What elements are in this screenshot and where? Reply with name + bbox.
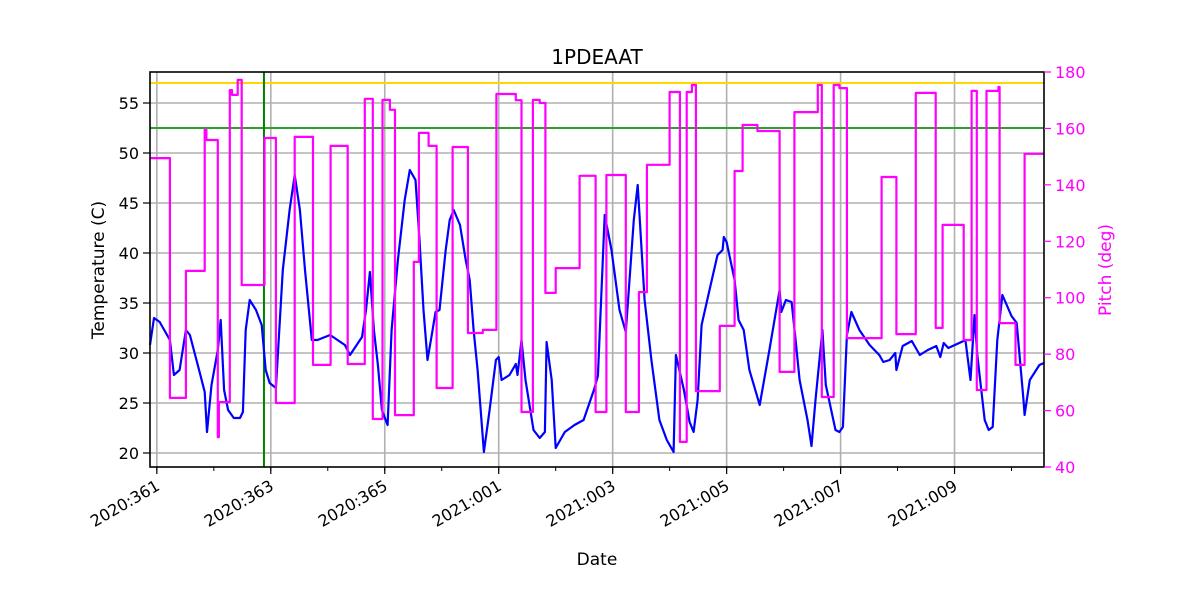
y-tick-label: 20	[119, 444, 139, 463]
x-tick-label: 2021:007	[771, 476, 847, 531]
y-right-tick-label: 60	[1055, 402, 1075, 421]
reference-lines	[150, 72, 1044, 467]
y-right-tick-label: 40	[1055, 458, 1075, 477]
y-tick-label: 25	[119, 394, 139, 413]
y-tick-label: 40	[119, 244, 139, 263]
x-tick-label: 2020:365	[315, 476, 391, 531]
x-axis-label: Date	[577, 550, 618, 570]
x-tick-label: 2020:361	[87, 476, 163, 531]
x-tick-label: 2021:009	[885, 476, 961, 531]
x-tick-label: 2021:001	[429, 476, 505, 531]
y-axis-label: Temperature (C)	[89, 201, 109, 340]
grid	[150, 72, 1044, 467]
y-right-tick-label: 160	[1055, 119, 1086, 138]
x-tick-label: 2020:363	[201, 476, 277, 531]
x-tick-label: 2021:003	[543, 476, 619, 531]
y-right-tick-label: 100	[1055, 289, 1086, 308]
y-tick-label: 55	[119, 94, 139, 113]
pitch-line	[150, 78, 1044, 443]
y-tick-label: 45	[119, 194, 139, 213]
y-axis-right-label: Pitch (deg)	[1096, 224, 1116, 316]
y-right-tick-label: 180	[1055, 63, 1086, 82]
y-tick-label: 50	[119, 144, 139, 163]
temperature-line	[148, 168, 1045, 454]
y-tick-label: 35	[119, 294, 139, 313]
x-tick-label: 2021:005	[657, 476, 733, 531]
y-tick-label: 30	[119, 344, 139, 363]
y-right-tick-label: 140	[1055, 176, 1086, 195]
y-right-tick-label: 80	[1055, 345, 1075, 364]
plot-series	[148, 78, 1045, 454]
plot-frame	[149, 71, 1045, 468]
y-right-tick-label: 120	[1055, 232, 1086, 251]
chart-title: 1PDEAAT	[551, 45, 643, 69]
